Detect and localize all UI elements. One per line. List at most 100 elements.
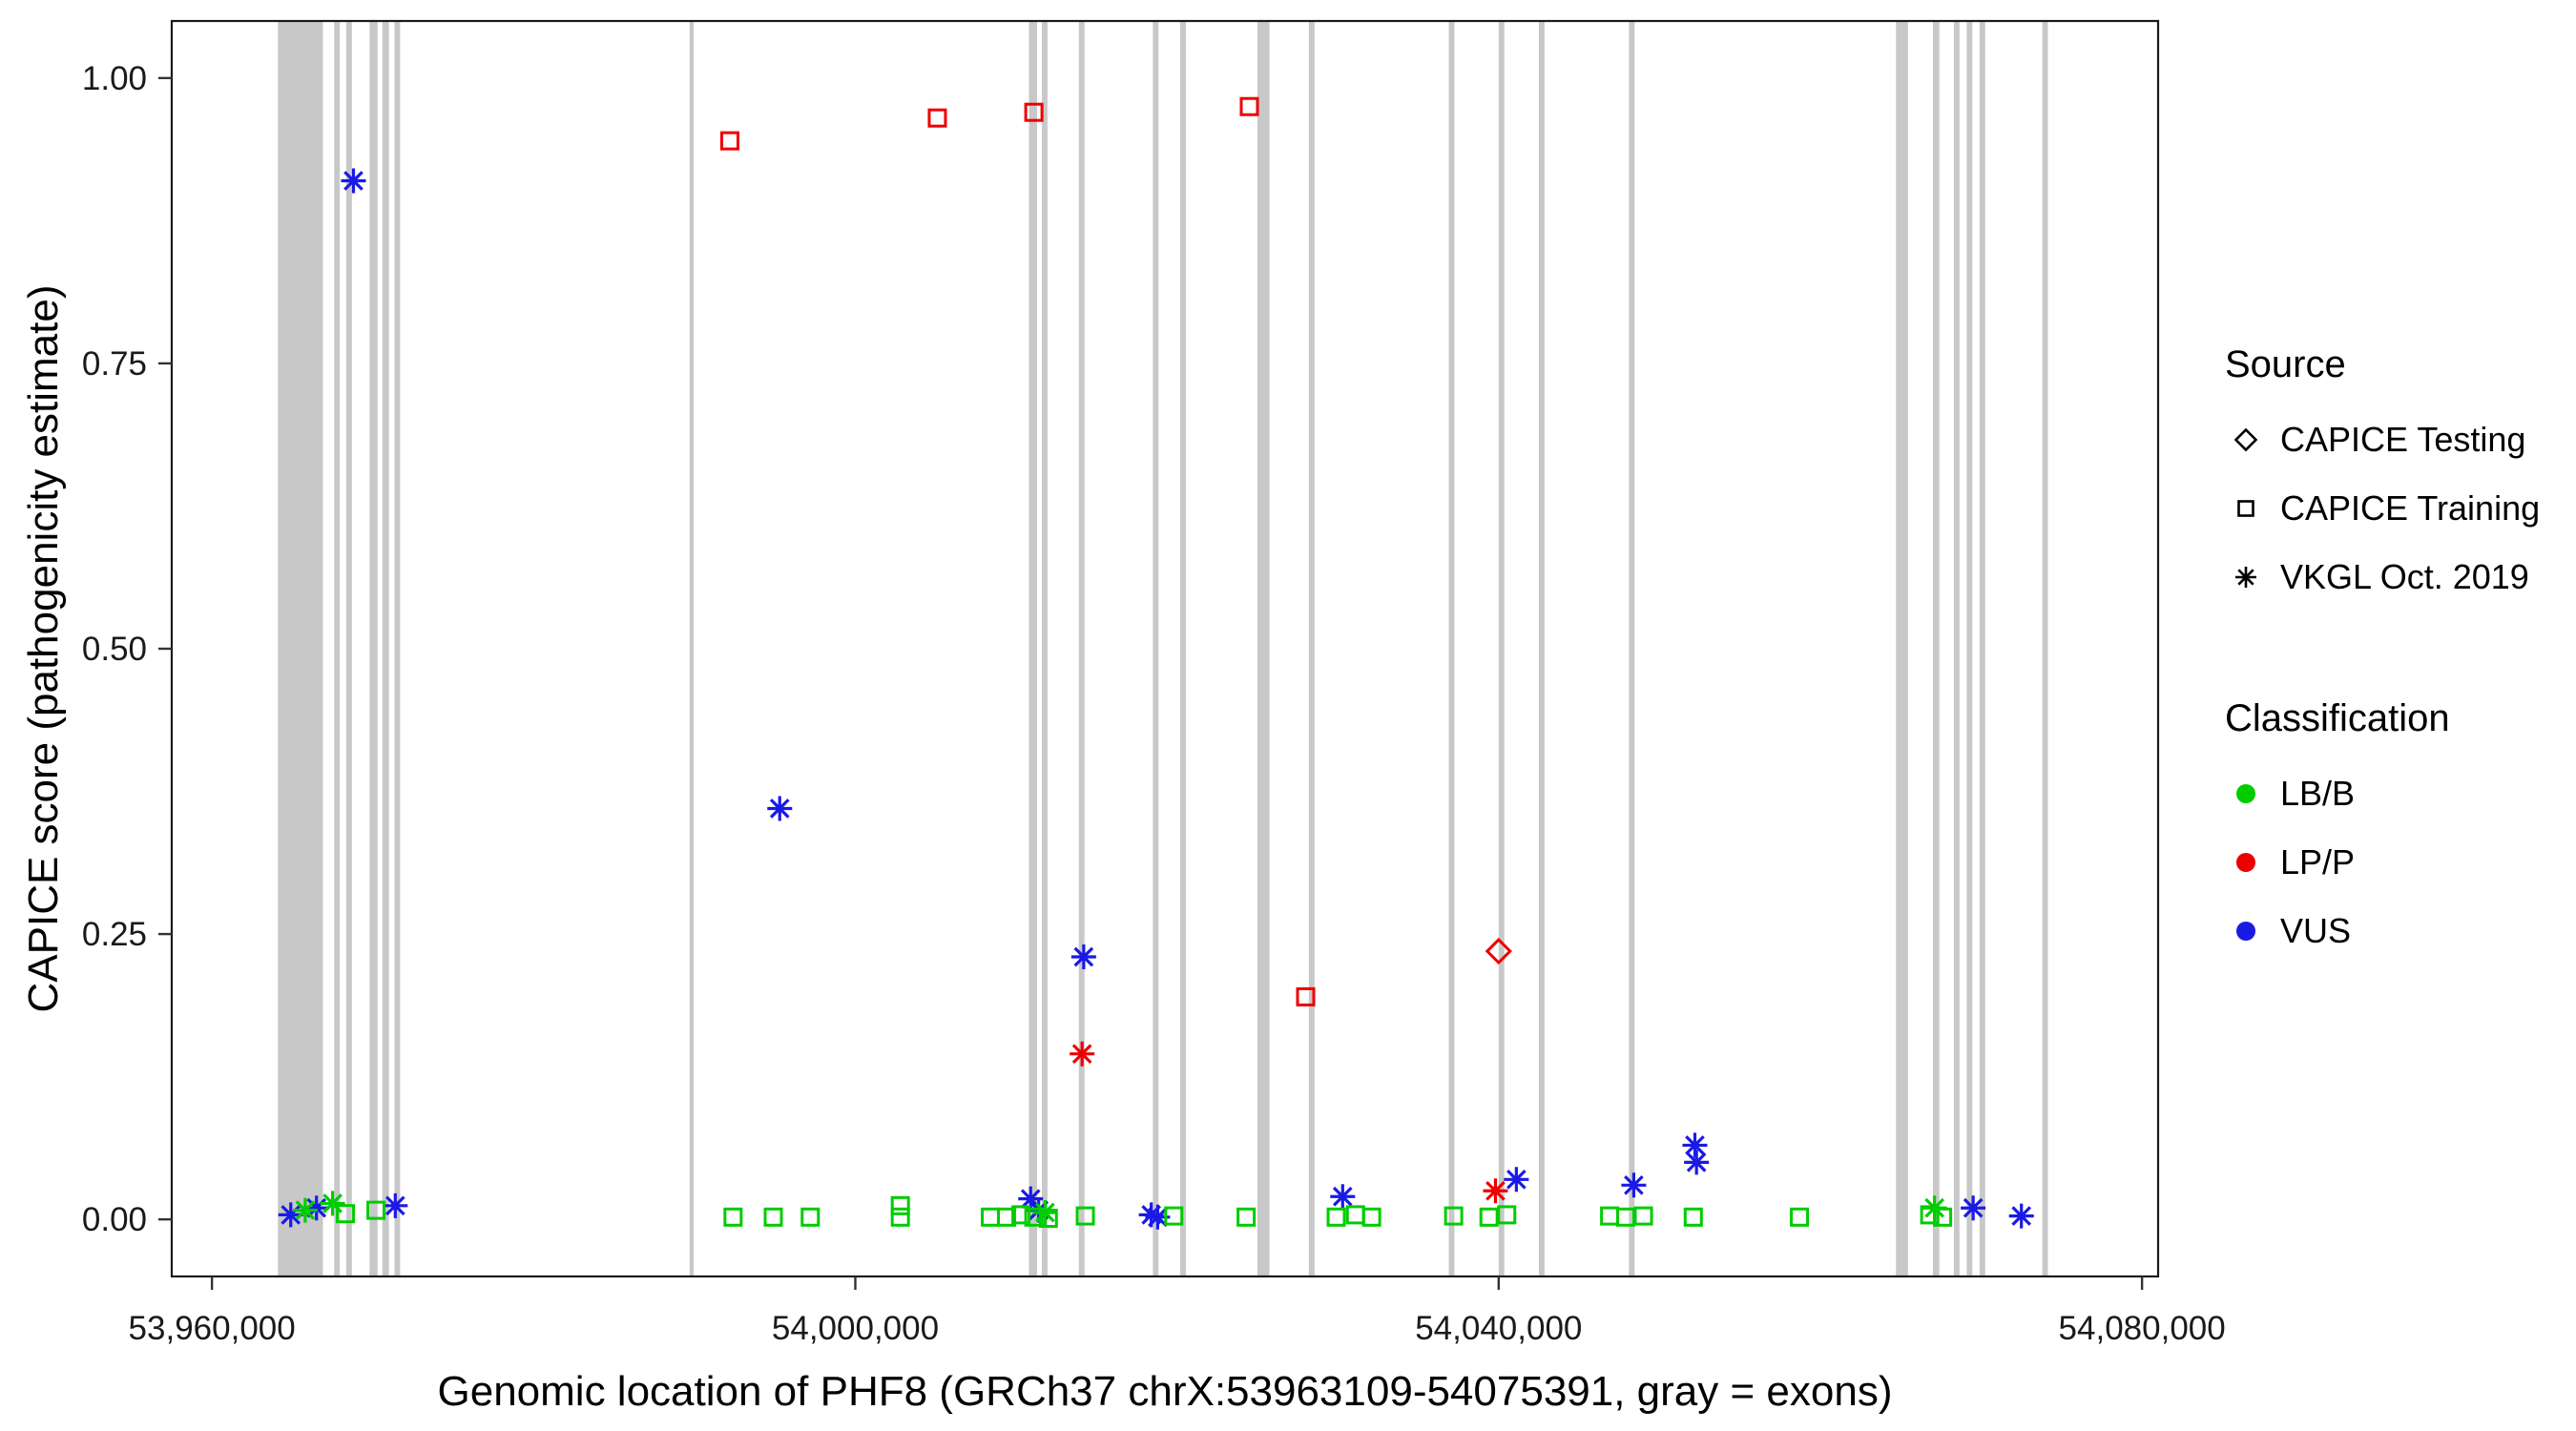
data-point-square bbox=[1024, 102, 1044, 122]
exon-bar bbox=[1896, 21, 1908, 1276]
data-point-square bbox=[1615, 1207, 1635, 1227]
data-point-square bbox=[1011, 1205, 1031, 1225]
data-point-asterisk bbox=[1032, 1200, 1058, 1225]
legend-item-lp-p: LP/P bbox=[2225, 828, 2540, 897]
data-point-square bbox=[1633, 1206, 1653, 1226]
x-axis-tick-label: 54,040,000 bbox=[1415, 1310, 1582, 1347]
data-point-square bbox=[1164, 1206, 1184, 1226]
square-icon bbox=[2237, 500, 2254, 517]
exon-bar bbox=[1308, 21, 1315, 1276]
exon-bar bbox=[382, 21, 389, 1276]
data-point-square bbox=[1296, 986, 1316, 1006]
exon-bar bbox=[1498, 21, 1505, 1276]
exon-bar bbox=[1078, 21, 1085, 1276]
data-point-square bbox=[1345, 1205, 1365, 1225]
asterisk-icon bbox=[2235, 567, 2256, 588]
legend-item-label: VUS bbox=[2280, 911, 2352, 950]
legend-source-items: CAPICE Testing CAPICE Training VKGL Oct. 2… bbox=[2225, 405, 2540, 612]
legend-item-label: LP/P bbox=[2280, 842, 2356, 881]
legend-item-lb-b: LB/B bbox=[2225, 759, 2540, 828]
exon-bar bbox=[394, 21, 401, 1276]
data-point-square bbox=[1920, 1205, 1940, 1225]
legend-classification-title: Classification bbox=[2225, 697, 2450, 739]
exon-bar bbox=[689, 21, 695, 1276]
data-point-asterisk bbox=[1504, 1167, 1529, 1192]
data-point-square bbox=[366, 1200, 386, 1220]
x-axis-tick-label: 54,080,000 bbox=[2059, 1310, 2226, 1347]
data-point-asterisk bbox=[278, 1202, 303, 1228]
data-point-asterisk bbox=[1018, 1186, 1044, 1212]
data-point-asterisk bbox=[1684, 1150, 1710, 1175]
legend-source-title: Source bbox=[2225, 343, 2346, 385]
data-point-asterisk bbox=[1621, 1172, 1647, 1198]
data-point-asterisk bbox=[1330, 1184, 1356, 1210]
data-point-square bbox=[1497, 1205, 1517, 1225]
data-point-square bbox=[981, 1207, 1001, 1227]
data-point-diamond bbox=[1485, 937, 1512, 965]
dot-icon bbox=[2236, 784, 2255, 803]
dot-key-icon bbox=[2225, 841, 2267, 883]
exon-bar bbox=[1538, 21, 1545, 1276]
legend: Source CAPICE Testing CAPICE Training VKGL… bbox=[2225, 343, 2540, 965]
data-point-square bbox=[1326, 1207, 1346, 1227]
data-point-square bbox=[1933, 1207, 1953, 1227]
dot-icon bbox=[2236, 853, 2255, 872]
exon-bar bbox=[1257, 21, 1270, 1276]
y-axis-tick-label: 1.00 bbox=[82, 60, 147, 97]
data-point-square bbox=[1479, 1207, 1499, 1227]
exon-bar bbox=[1042, 21, 1048, 1276]
dot-icon bbox=[2236, 922, 2255, 941]
data-point-square bbox=[890, 1195, 910, 1215]
data-point-asterisk bbox=[1483, 1178, 1508, 1204]
data-point-asterisk bbox=[1070, 1041, 1095, 1067]
data-point-asterisk bbox=[1961, 1195, 1986, 1221]
legend-item-capice-testing: CAPICE Testing bbox=[2225, 405, 2540, 474]
legend-item-label: VKGL Oct. 2019 bbox=[2280, 557, 2529, 596]
exon-bar bbox=[1966, 21, 1973, 1276]
data-point-square bbox=[719, 131, 739, 151]
data-point-asterisk bbox=[1145, 1204, 1171, 1230]
legend-item-capice-training: CAPICE Training bbox=[2225, 474, 2540, 543]
legend-item-label: LB/B bbox=[2280, 774, 2356, 813]
data-point-asterisk bbox=[303, 1195, 329, 1221]
exon-bar bbox=[345, 21, 352, 1276]
exon-bar bbox=[1153, 21, 1159, 1276]
data-point-square bbox=[996, 1207, 1016, 1227]
exon-bar bbox=[369, 21, 378, 1276]
data-point-square bbox=[1239, 96, 1259, 116]
y-axis-tick-label: 0.50 bbox=[82, 631, 147, 668]
data-point-asterisk bbox=[341, 168, 366, 194]
data-point-square bbox=[1600, 1206, 1620, 1226]
data-point-asterisk bbox=[1070, 944, 1096, 970]
panel-border bbox=[170, 19, 2160, 1278]
legend-source-block: Source CAPICE Testing CAPICE Training VKGL… bbox=[2225, 343, 2540, 612]
exon-bar bbox=[1629, 21, 1635, 1276]
exon-bar bbox=[1979, 21, 1985, 1276]
data-point-square bbox=[1024, 1207, 1044, 1227]
data-point-square bbox=[1683, 1207, 1703, 1227]
data-point-asterisk bbox=[292, 1197, 318, 1223]
data-point-square bbox=[723, 1207, 743, 1227]
exon-bar bbox=[2042, 21, 2048, 1276]
legend-classification-block: Classification LB/B LP/P VUS bbox=[2225, 697, 2540, 965]
legend-classification-items: LB/B LP/P VUS bbox=[2225, 759, 2540, 965]
x-axis-tick-label: 53,960,000 bbox=[129, 1310, 296, 1347]
data-point-square bbox=[800, 1207, 821, 1227]
exon-bar bbox=[1028, 21, 1037, 1276]
y-axis-tick-label: 0.25 bbox=[82, 916, 147, 953]
asterisk-key-icon bbox=[2225, 556, 2267, 598]
y-axis-tick-label: 0.75 bbox=[82, 345, 147, 383]
data-point-square bbox=[1038, 1208, 1058, 1228]
y-axis-tick-label: 0.00 bbox=[82, 1201, 147, 1238]
legend-item-vus: VUS bbox=[2225, 897, 2540, 965]
x-axis-tick-label: 54,000,000 bbox=[772, 1310, 939, 1347]
legend-item-label: CAPICE Testing bbox=[2280, 420, 2526, 459]
dot-key-icon bbox=[2225, 910, 2267, 952]
data-point-square bbox=[1444, 1206, 1464, 1226]
data-point-asterisk bbox=[1682, 1132, 1708, 1158]
data-point-asterisk bbox=[1138, 1202, 1164, 1228]
dot-key-icon bbox=[2225, 773, 2267, 815]
y-axis-title: CAPICE score (pathogenicity estimate) bbox=[20, 284, 67, 1013]
square-key-icon bbox=[2225, 487, 2267, 529]
